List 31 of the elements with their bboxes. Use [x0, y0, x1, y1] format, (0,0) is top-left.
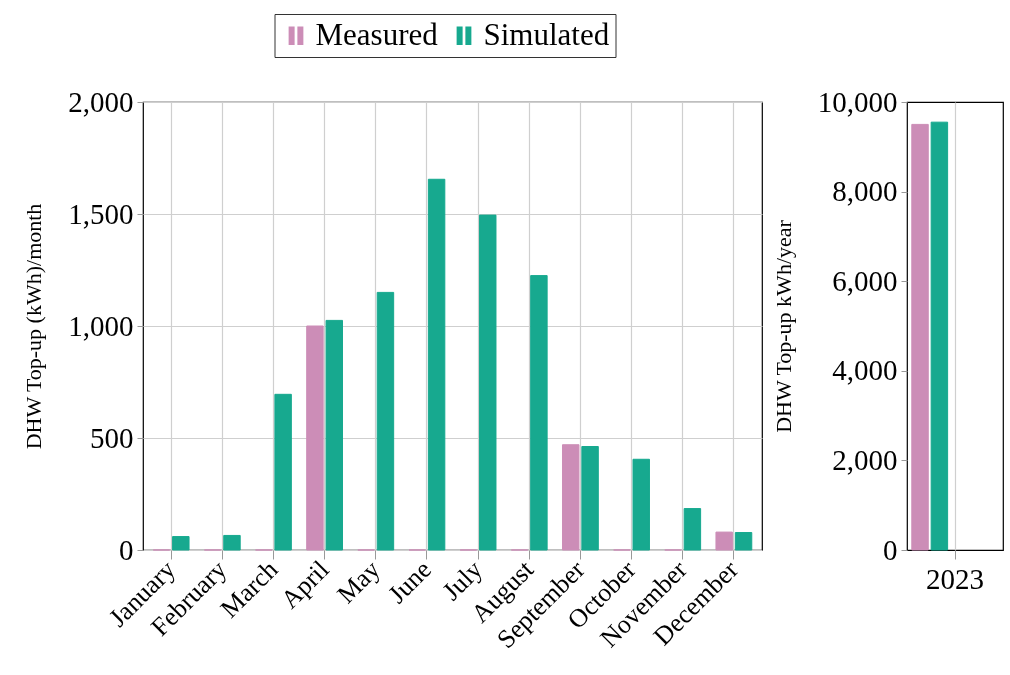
bar: [376, 291, 395, 551]
y-tick-label: 1,500: [68, 197, 134, 230]
bar: [172, 536, 190, 551]
bar: [715, 531, 733, 551]
legend-label: Measured: [315, 16, 439, 52]
y-tick-label: 500: [90, 421, 134, 454]
bar: [427, 178, 446, 551]
y-axis-title: DHW Top-up (kWh)/month: [21, 203, 47, 450]
bar: [683, 508, 702, 551]
bar: [325, 319, 344, 551]
bar: [632, 458, 650, 551]
bar: [734, 532, 753, 551]
legend-label: Simulated: [483, 16, 610, 52]
y-tick-label: 2,000: [832, 443, 898, 476]
y-tick-label: 2,000: [68, 85, 134, 118]
y-tick-label: 0: [119, 533, 134, 566]
y-tick-label: 10,000: [817, 85, 898, 118]
y-tick-label: 0: [883, 533, 898, 566]
bar: [223, 534, 241, 551]
bar: [561, 444, 580, 551]
bar: [306, 325, 324, 551]
bar: [274, 393, 292, 551]
bar: [479, 214, 497, 551]
y-axis-title: DHW Top-up kWh/year: [770, 219, 796, 433]
y-tick-label: 1,000: [68, 309, 134, 342]
y-tick-label: 4,000: [832, 354, 898, 387]
bar: [581, 446, 599, 551]
y-tick-label: 6,000: [832, 264, 898, 297]
bar: [530, 275, 548, 551]
x-tick-label: 2023: [926, 562, 984, 595]
y-tick-label: 8,000: [832, 175, 898, 208]
